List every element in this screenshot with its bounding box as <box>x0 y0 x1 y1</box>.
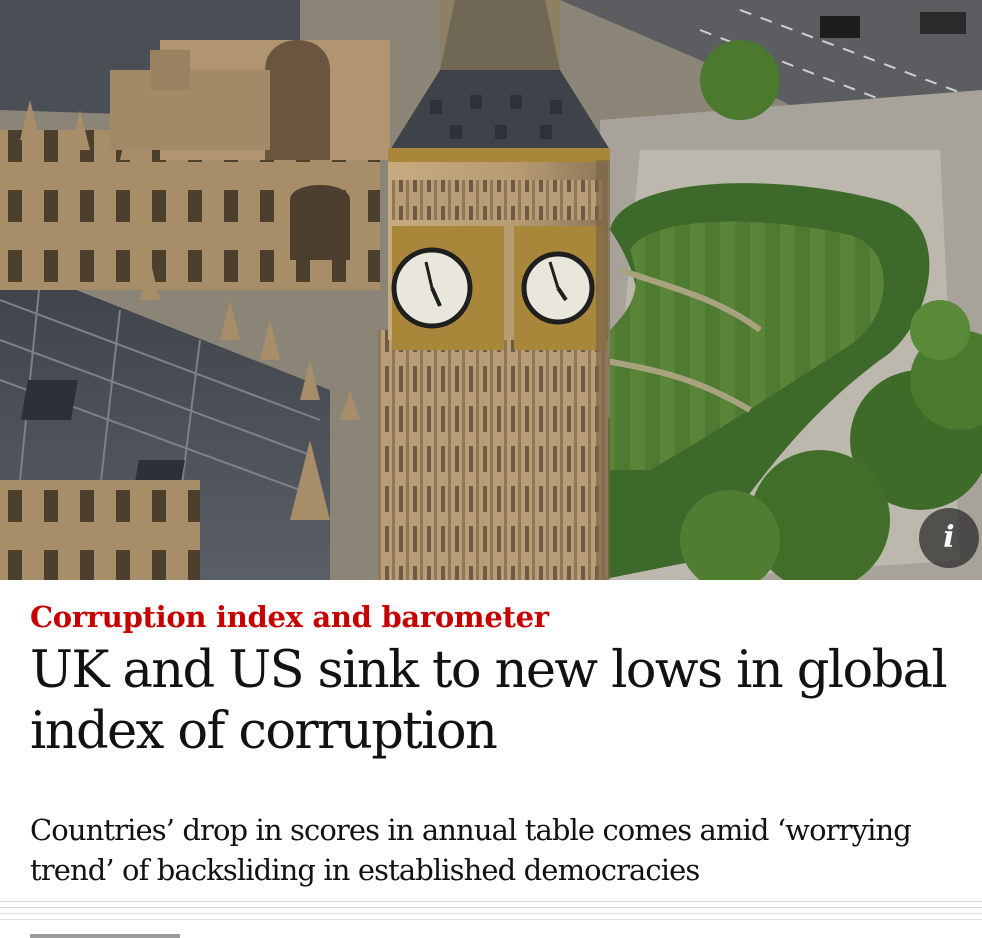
article-headline: UK and US sink to new lows in global ind… <box>30 641 948 761</box>
image-info-button[interactable]: i <box>919 508 979 568</box>
article-standfirst: Countries’ drop in scores in annual tabl… <box>30 813 912 887</box>
hero-image: i <box>0 0 982 580</box>
byline-cutoff <box>30 932 180 938</box>
article-kicker[interactable]: Corruption index and barometer <box>30 600 549 634</box>
divider-rules <box>0 901 982 927</box>
hero-photo <box>0 0 982 580</box>
